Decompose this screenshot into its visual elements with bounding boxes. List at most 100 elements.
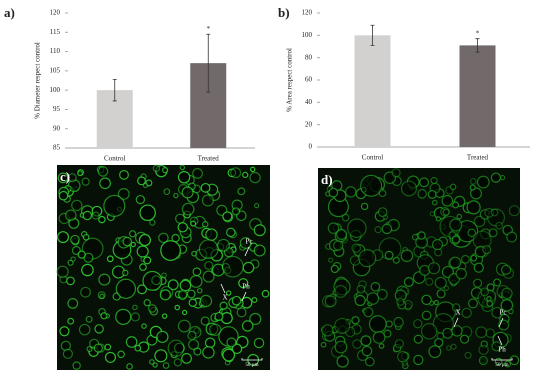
cell bbox=[469, 187, 483, 200]
cell bbox=[446, 345, 452, 351]
cell bbox=[71, 199, 83, 212]
cell bbox=[374, 226, 382, 234]
cell bbox=[99, 177, 111, 190]
cell bbox=[383, 329, 392, 338]
cell bbox=[94, 324, 104, 334]
cell bbox=[175, 213, 186, 224]
cell bbox=[378, 189, 387, 198]
cell bbox=[485, 328, 496, 338]
cell bbox=[97, 166, 109, 177]
cell bbox=[59, 326, 70, 337]
cell bbox=[186, 289, 196, 299]
cell bbox=[70, 234, 80, 245]
y-tick-label: 110 bbox=[50, 47, 61, 55]
cell bbox=[143, 256, 152, 265]
x-tick-label: Treated bbox=[198, 155, 220, 163]
cell bbox=[179, 279, 192, 292]
cell bbox=[57, 231, 70, 244]
cell bbox=[174, 304, 181, 311]
cell bbox=[226, 337, 237, 348]
cell bbox=[467, 228, 477, 238]
cell bbox=[149, 359, 155, 365]
cell bbox=[358, 249, 377, 268]
cell bbox=[351, 316, 360, 325]
cell bbox=[138, 233, 152, 247]
cell bbox=[360, 202, 369, 211]
panel-label: c) bbox=[60, 169, 70, 184]
x-tick-label: Control bbox=[104, 155, 125, 163]
cell bbox=[378, 343, 385, 349]
cell bbox=[70, 256, 76, 262]
cell bbox=[421, 294, 432, 306]
y-tick-label: 95 bbox=[53, 105, 61, 113]
cell bbox=[141, 323, 147, 329]
cell bbox=[327, 222, 340, 234]
cell bbox=[249, 166, 256, 173]
cell bbox=[226, 227, 236, 238]
cell bbox=[328, 187, 339, 198]
cell bbox=[190, 220, 197, 227]
tissue-label: Ph bbox=[242, 283, 250, 291]
cell bbox=[67, 297, 79, 309]
cell bbox=[403, 277, 414, 287]
cell bbox=[396, 350, 409, 363]
y-tick-label: 85 bbox=[53, 144, 61, 152]
cell bbox=[328, 257, 334, 263]
cell bbox=[173, 192, 179, 199]
cell bbox=[82, 210, 93, 221]
cell bbox=[231, 295, 242, 306]
pointer bbox=[453, 317, 459, 328]
cell bbox=[508, 205, 520, 217]
cell bbox=[147, 304, 157, 313]
cell bbox=[160, 240, 181, 261]
cell bbox=[470, 254, 478, 262]
cell bbox=[421, 310, 432, 321]
cell bbox=[98, 215, 106, 224]
cell bbox=[396, 297, 405, 306]
cell bbox=[431, 199, 438, 206]
cell bbox=[209, 323, 222, 336]
panel-label: a) bbox=[4, 5, 15, 20]
cell bbox=[360, 174, 383, 197]
cell bbox=[181, 353, 192, 364]
cell bbox=[347, 218, 367, 238]
cell bbox=[236, 307, 247, 318]
cell bbox=[152, 362, 158, 368]
cell bbox=[65, 209, 77, 222]
cell bbox=[490, 208, 499, 217]
cell bbox=[449, 218, 463, 232]
cell bbox=[152, 164, 161, 173]
cell bbox=[417, 231, 426, 240]
cell bbox=[449, 183, 457, 191]
cell bbox=[249, 171, 261, 184]
cell bbox=[324, 295, 337, 308]
scale-bar-label: 50 µm bbox=[245, 363, 258, 368]
cell bbox=[451, 235, 461, 244]
cell bbox=[478, 355, 488, 366]
cell bbox=[117, 188, 130, 200]
cell bbox=[400, 180, 417, 197]
cell bbox=[435, 216, 442, 222]
cell bbox=[488, 228, 498, 238]
tissue-label: X bbox=[455, 309, 460, 317]
cell bbox=[188, 339, 200, 350]
cell bbox=[475, 326, 488, 339]
cell bbox=[122, 236, 133, 247]
pointer bbox=[498, 317, 504, 328]
cell bbox=[225, 290, 232, 296]
cell bbox=[429, 211, 436, 217]
cell bbox=[253, 244, 266, 257]
pointer bbox=[244, 246, 250, 257]
cell bbox=[126, 363, 133, 370]
cell bbox=[132, 304, 138, 311]
error-bar bbox=[370, 24, 375, 46]
cell bbox=[130, 312, 140, 322]
cell bbox=[139, 204, 156, 222]
cell bbox=[482, 245, 492, 255]
y-tick-label: 90 bbox=[53, 124, 61, 132]
error-bar bbox=[206, 33, 211, 93]
cell bbox=[204, 337, 216, 348]
cell bbox=[117, 350, 125, 359]
cell bbox=[436, 289, 446, 299]
y-tick-label: 60 bbox=[305, 76, 313, 84]
